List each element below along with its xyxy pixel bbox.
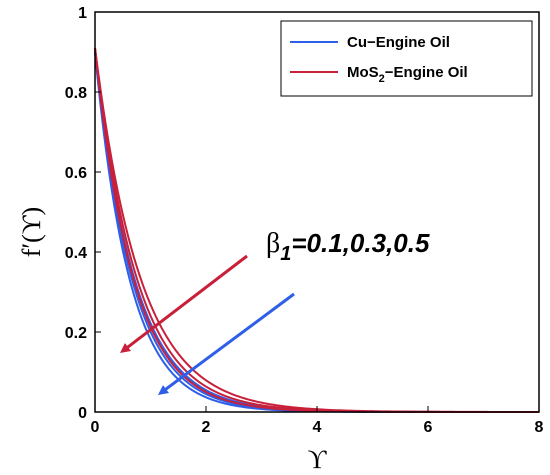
y-tick-label-5: 1	[78, 5, 87, 22]
legend-label-mos2: MoS2−Engine Oil	[347, 64, 468, 85]
ticks: 0 2 4 6 8 0 0.2 0.4 0.6 0.8 1	[65, 5, 544, 436]
legend-box	[280, 20, 533, 97]
x-tick-label-2: 4	[313, 419, 322, 436]
x-tick-label-4: 8	[535, 419, 544, 436]
y-axis-label: f′(ϒ)	[17, 207, 46, 257]
x-axis-label: ϒ	[308, 445, 328, 474]
y-tick-label-1: 0.2	[65, 325, 87, 342]
x-tick-label-1: 2	[202, 419, 211, 436]
legend: Cu−Engine Oil MoS2−Engine Oil	[280, 20, 533, 97]
legend-label-cu: Cu−Engine Oil	[347, 34, 450, 51]
y-tick-label-3: 0.6	[65, 165, 87, 182]
y-tick-label-2: 0.4	[65, 245, 87, 262]
beta-annotation: β1=0.1,0.3,0.5	[266, 228, 430, 265]
x-tick-label-0: 0	[91, 419, 100, 436]
x-tick-label-3: 6	[424, 419, 433, 436]
arrow-blue	[157, 292, 295, 395]
arrow-red	[120, 254, 248, 354]
y-tick-label-0: 0	[78, 405, 87, 422]
y-tick-label-4: 0.8	[65, 85, 87, 102]
